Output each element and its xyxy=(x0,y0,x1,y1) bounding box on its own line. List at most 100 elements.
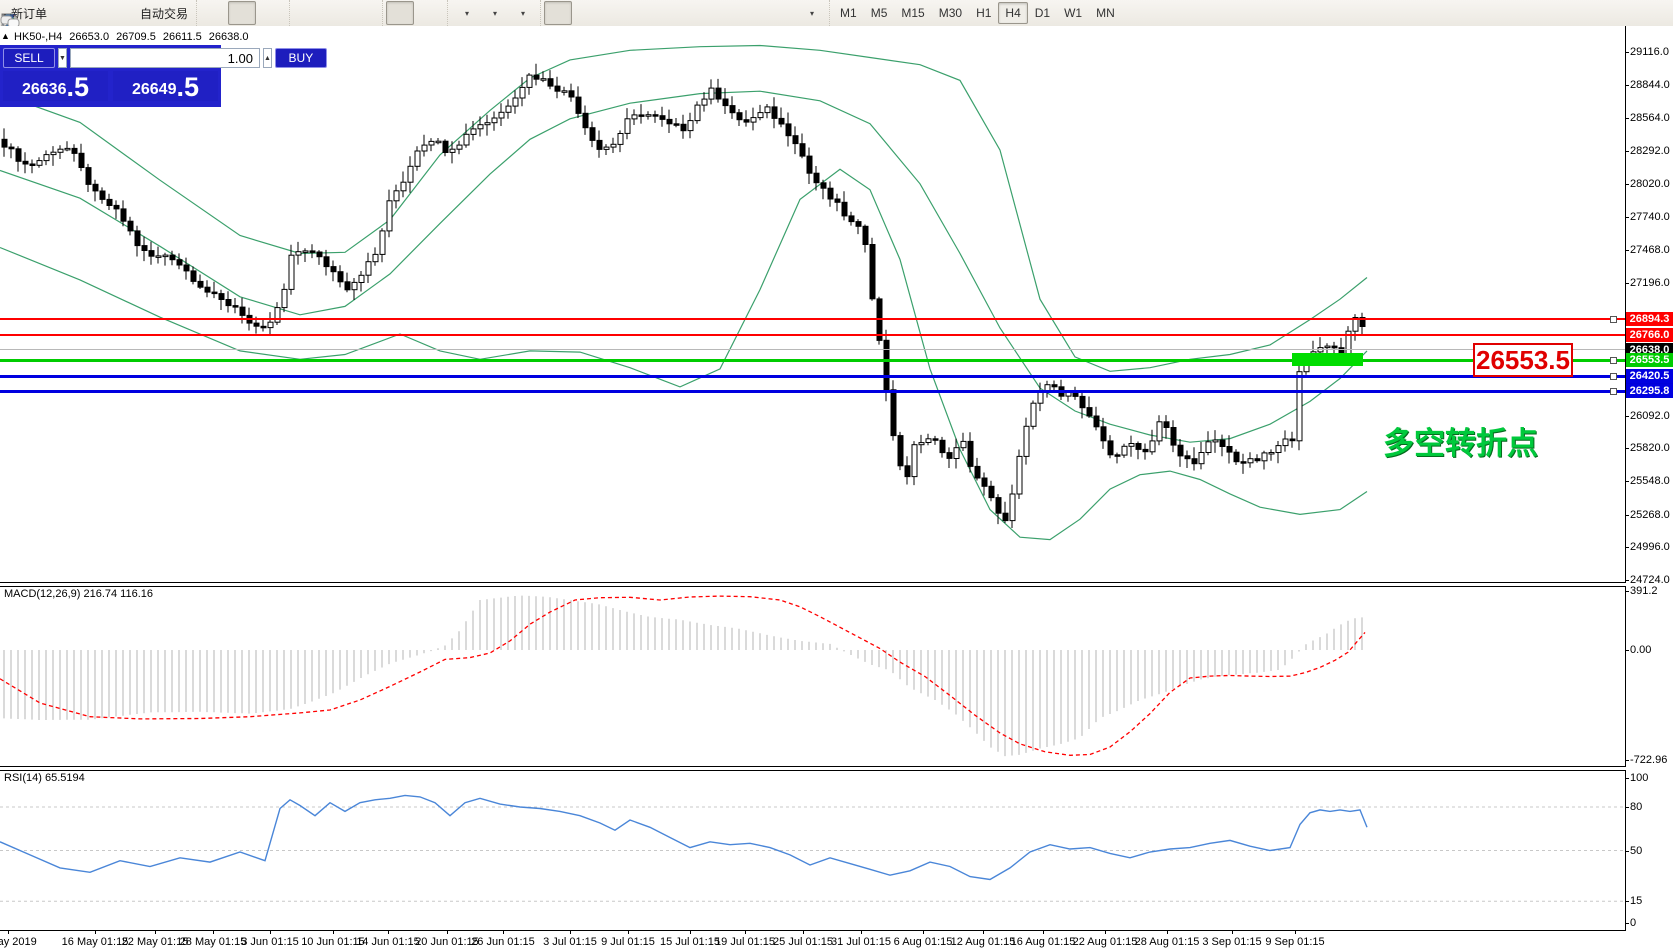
timeframe-h4-button[interactable]: H4 xyxy=(998,2,1028,24)
pane-splitter-rsi[interactable] xyxy=(0,766,1626,771)
pane-splitter-macd[interactable] xyxy=(0,582,1626,587)
volume-step-up-button[interactable]: ▲ xyxy=(262,48,272,68)
cursor-button[interactable] xyxy=(3,1,573,29)
time-axis-tick xyxy=(983,930,984,934)
horizontal-level-line-26553.5[interactable] xyxy=(0,359,1625,362)
candle-body xyxy=(1163,421,1170,428)
chevron-down-icon[interactable]: ▾ xyxy=(521,8,526,18)
buy-price-main: 26649 xyxy=(131,81,177,98)
candle-body xyxy=(967,440,974,467)
horizontal-level-line-26420.5[interactable] xyxy=(0,375,1625,378)
profiles-button[interactable]: ▾ xyxy=(1,1,507,29)
chinese-annotation[interactable]: 多空转折点 xyxy=(1383,426,1538,461)
volume-step-down-button[interactable]: ▼ xyxy=(58,48,67,68)
candle-body xyxy=(1254,458,1261,462)
axis-tick xyxy=(1625,217,1629,218)
crosshair-button[interactable] xyxy=(2,1,600,28)
candle-body xyxy=(582,112,589,129)
line-handle[interactable] xyxy=(1610,357,1617,364)
auto-scroll-button[interactable] xyxy=(2,1,415,27)
price-axis-label: 25548.0 xyxy=(1630,475,1670,487)
axis-tick xyxy=(1625,591,1629,592)
horizontal-line-button[interactable] xyxy=(2,1,656,25)
chart-window[interactable]: ▲ HK50-,H4 26653.0 26709.5 26611.5 26638… xyxy=(0,26,1673,948)
candle-body xyxy=(736,112,743,121)
one-click-trading-panel: SELL ▼ ▲ BUY 26636 .5 26649 .5 xyxy=(0,45,327,107)
price-tag-26766.0: 26766.0 xyxy=(1626,328,1673,342)
candle-body xyxy=(43,154,50,162)
candle-body xyxy=(841,201,848,217)
line-chart-button[interactable] xyxy=(1,1,284,29)
trendline-button[interactable] xyxy=(2,1,684,28)
horizontal-level-line-26638.0[interactable] xyxy=(0,349,1625,350)
chevron-down-icon[interactable]: ▾ xyxy=(465,8,470,18)
panel-collapse-icon[interactable]: ▲ xyxy=(1,31,10,41)
horizontal-level-line-26766.0[interactable] xyxy=(0,334,1625,336)
vertical-line-button[interactable] xyxy=(7,1,628,28)
line-handle[interactable] xyxy=(1610,388,1617,395)
sell-button[interactable]: SELL xyxy=(3,48,55,68)
chart-shift-button[interactable] xyxy=(2,1,442,27)
candle-body xyxy=(806,155,813,174)
indicators-button[interactable]: ▾ xyxy=(1,1,535,28)
autotrading-button[interactable]: 自动交易 xyxy=(1,1,191,29)
equidistant-channel-button[interactable]: E xyxy=(1,1,712,30)
macd-label: MACD(12,26,9) 216.74 116.16 xyxy=(4,588,153,600)
time-axis-tick xyxy=(1232,930,1233,934)
chevron-down-icon[interactable]: ▾ xyxy=(810,8,815,18)
text-button[interactable]: A xyxy=(4,1,768,29)
candle-body xyxy=(1282,438,1289,447)
line-handle[interactable] xyxy=(1610,316,1617,323)
toolbar-group: 新订单 自动交易 xyxy=(1,0,194,29)
time-axis-label: 14 Jun 01:15 xyxy=(356,936,420,948)
timeframe-m30-button[interactable]: M30 xyxy=(938,6,963,20)
zoom-in-button[interactable] xyxy=(1,1,321,29)
candle-body xyxy=(792,135,799,145)
macd-signal-line xyxy=(0,595,1366,756)
signal-button[interactable] xyxy=(1,1,134,29)
market-watch-button[interactable] xyxy=(1,1,106,28)
candlestick-chart-canvas[interactable] xyxy=(0,26,1626,582)
arrows-button[interactable]: ▾ xyxy=(3,1,824,29)
time-axis-label: 16 Aug 01:15 xyxy=(1010,936,1076,948)
buy-button[interactable]: BUY xyxy=(274,48,327,68)
fibonacci-button[interactable]: F xyxy=(2,1,740,30)
horizontal-level-line-26894.3[interactable] xyxy=(0,318,1625,320)
candle-body xyxy=(1219,439,1226,447)
chevron-down-icon[interactable]: ▾ xyxy=(493,8,498,18)
macd-pane-canvas[interactable] xyxy=(0,585,1626,765)
timeframe-mn-button[interactable]: MN xyxy=(1096,6,1115,20)
candlestick-button[interactable] xyxy=(2,1,257,29)
zoom-out-button[interactable] xyxy=(1,1,349,29)
time-axis-label: 25 Jul 01:15 xyxy=(773,936,833,948)
buy-price-button[interactable]: 26649 .5 xyxy=(113,71,218,101)
candle-body xyxy=(624,118,631,134)
timeframe-m15-button[interactable]: M15 xyxy=(901,6,925,20)
timeframe-w1-button[interactable]: W1 xyxy=(1064,6,1083,20)
line-handle[interactable] xyxy=(1610,373,1617,380)
axis-tick xyxy=(1625,515,1629,516)
funnel-button[interactable] xyxy=(2,1,78,28)
price-axis-label: 24724.0 xyxy=(1630,574,1670,586)
timeframe-d1-button[interactable]: D1 xyxy=(1034,6,1051,20)
tile-windows-button[interactable] xyxy=(1,1,377,29)
candle-body xyxy=(78,152,85,169)
timeframe-m1-button[interactable]: M1 xyxy=(840,6,857,20)
price-callout-label[interactable]: 26553.5 xyxy=(1473,343,1573,377)
sell-price-pip: .5 xyxy=(66,72,90,102)
axis-tick xyxy=(1625,923,1629,924)
green-highlight-object[interactable] xyxy=(1292,353,1363,366)
bar-chart-button[interactable] xyxy=(2,1,228,27)
horizontal-level-line-26295.8[interactable] xyxy=(0,390,1625,393)
sell-price-button[interactable]: 26636 .5 xyxy=(3,71,108,101)
timeframe-h1-button[interactable]: H1 xyxy=(976,6,992,20)
candle-body xyxy=(897,435,904,467)
timeframe-m5-button[interactable]: M5 xyxy=(870,6,888,20)
rsi-pane-canvas[interactable] xyxy=(0,769,1626,930)
new-chart-button[interactable]: ▾ xyxy=(1,1,479,28)
ohlc-close: 26638.0 xyxy=(208,31,249,43)
volume-input[interactable] xyxy=(69,48,260,68)
text-label-button[interactable]: T xyxy=(1,1,796,28)
candle-body xyxy=(505,105,512,113)
candle-body xyxy=(1149,440,1156,453)
